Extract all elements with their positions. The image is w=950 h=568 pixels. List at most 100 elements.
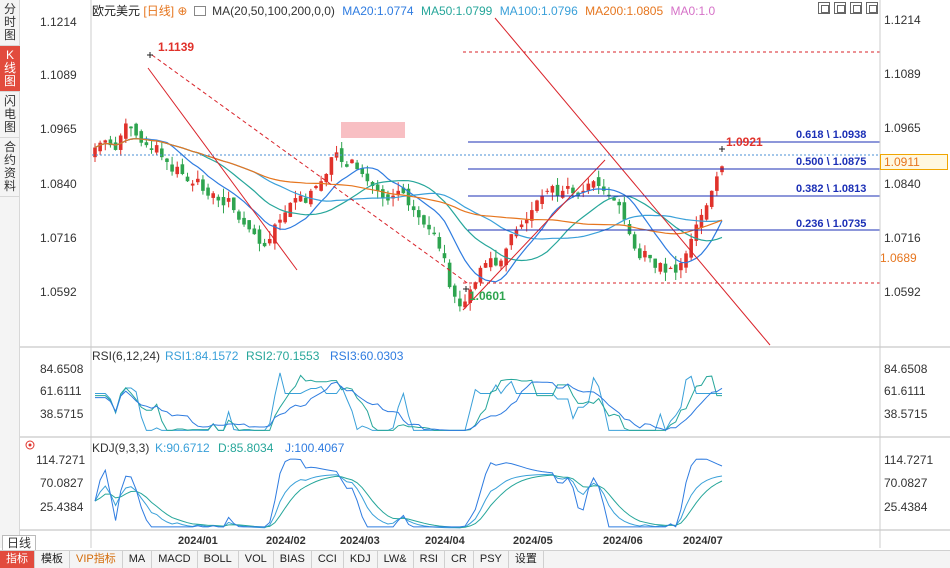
candle-body (231, 197, 236, 211)
candle-body (514, 229, 519, 237)
chart-canvas[interactable]: 0.618 \ 1.0938 0.500 \ 1.0875 0.382 \ 1.… (0, 0, 950, 550)
candle-body (329, 157, 334, 175)
candle-body (637, 248, 642, 259)
kdj-k-line (94, 473, 723, 529)
tab-lw[interactable]: LW& (378, 550, 414, 568)
tab-ma[interactable]: MA (123, 550, 153, 568)
candle-body (447, 262, 452, 288)
candle-body (427, 224, 431, 230)
candle-body (622, 202, 627, 220)
tab-vip-indicators[interactable]: VIP指标 (70, 550, 123, 568)
candle-body (581, 190, 586, 193)
tab-timeshare[interactable]: 分时图 (0, 0, 20, 46)
tab-settings[interactable]: 设置 (509, 550, 544, 568)
tab-rsi[interactable]: RSI (414, 550, 445, 568)
tab-boll[interactable]: BOLL (198, 550, 239, 568)
price-axis-left-5: 1.0592 (40, 285, 77, 299)
tab-indicators[interactable]: 指标 (0, 550, 35, 568)
price-axis-left-3: 1.0840 (40, 177, 77, 191)
rsi-axis-left-1: 61.6111 (40, 384, 82, 398)
tab-vol[interactable]: VOL (239, 550, 274, 568)
candle-body (360, 168, 365, 174)
candle-body (478, 267, 483, 283)
candle-body (103, 140, 108, 143)
kdj-axis-right-0: 114.7271 (884, 453, 933, 467)
zoom-in-icon[interactable] (834, 2, 846, 14)
candle-body (273, 224, 277, 244)
fib-label-0618: 0.618 \ 1.0938 (796, 129, 866, 141)
compare-icon[interactable]: ⊕ (177, 4, 188, 18)
candle-body (566, 186, 570, 189)
kdj-axis-left-1: 70.0827 (40, 476, 84, 490)
candle-body (375, 184, 380, 191)
fullscreen-icon[interactable] (866, 2, 878, 14)
kdj-axis-right-1: 70.0827 (884, 476, 928, 490)
candle-body (504, 248, 508, 266)
candle-body (293, 198, 298, 203)
fib-label-0382: 0.382 \ 1.0813 (796, 183, 866, 195)
candle-body (437, 237, 442, 249)
candle-body (195, 178, 200, 183)
zoom-out-icon[interactable] (850, 2, 862, 14)
crosshair-icon[interactable] (818, 2, 830, 14)
candle-body (180, 164, 185, 174)
tab-contract-info[interactable]: 合约资料 (0, 138, 20, 197)
candle-body (586, 183, 591, 191)
candle-body (113, 142, 118, 150)
candle-body (190, 183, 195, 186)
tab-bias[interactable]: BIAS (274, 550, 312, 568)
candle-body (406, 188, 411, 206)
candle-body (391, 195, 395, 199)
ma-settings-icon[interactable] (193, 6, 206, 16)
price-axis-right-0: 1.1214 (884, 13, 921, 27)
price-axis-left-1: 1.1089 (40, 68, 77, 82)
candle-body (278, 219, 282, 223)
tab-cci[interactable]: CCI (312, 550, 344, 568)
tab-macd[interactable]: MACD (152, 550, 198, 568)
candle-body (709, 190, 714, 207)
ma50-value: MA50:1.0799 (420, 4, 493, 18)
candle-body (324, 174, 329, 183)
tab-kline[interactable]: K线图 (0, 46, 20, 92)
candle-body (139, 131, 144, 143)
high-annotation: 1.1139 (158, 40, 194, 54)
ma100-value: MA100:1.0796 (499, 4, 578, 18)
tab-cr[interactable]: CR (445, 550, 474, 568)
candle-body (530, 210, 534, 221)
candle-body (463, 301, 467, 308)
period-badge[interactable]: [日线] (143, 4, 175, 18)
kdj-title: KDJ(9,3,3) (92, 441, 149, 455)
candle-body (411, 206, 416, 211)
candle-body (601, 186, 606, 191)
tab-psy[interactable]: PSY (474, 550, 509, 568)
kdj-axis-right-2: 25.4384 (884, 500, 928, 514)
kdj-settings-icon (25, 440, 35, 450)
date-label-5: 2024/06 (603, 535, 643, 547)
candle-body (648, 254, 652, 259)
candle-body (124, 123, 128, 139)
candle-body (370, 181, 375, 187)
candle-body (555, 184, 560, 196)
rsi1-value: RSI1:84.1572 (165, 349, 239, 363)
ma-title: MA(20,50,100,200,0,0) (212, 4, 335, 18)
tab-kdj[interactable]: KDJ (344, 550, 378, 568)
candle-body (617, 201, 622, 206)
candle-body (509, 234, 514, 246)
rsi1-line (95, 372, 722, 432)
tab-flash[interactable]: 闪电图 (0, 92, 20, 138)
candle-body (247, 220, 251, 230)
level-price-tag: 1.0689 (880, 251, 917, 265)
candle-body (237, 211, 241, 220)
recent-high-annotation: 1.0921 (726, 135, 763, 149)
ma20-value: MA20:1.0774 (342, 4, 414, 18)
candle-body (679, 263, 683, 271)
low-annotation: 1.0601 (469, 289, 506, 303)
candle-body (422, 215, 426, 225)
indicator-tab-bar: 指标 模板 VIP指标 MA MACD BOLL VOL BIAS CCI KD… (0, 550, 950, 568)
period-selector[interactable]: 日线 (2, 535, 37, 551)
rsi-title: RSI(6,12,24) (92, 349, 160, 363)
candle-body (704, 205, 709, 220)
tab-templates[interactable]: 模板 (35, 550, 70, 568)
candle-body (627, 224, 632, 235)
price-axis-right-3: 1.0840 (884, 177, 921, 191)
